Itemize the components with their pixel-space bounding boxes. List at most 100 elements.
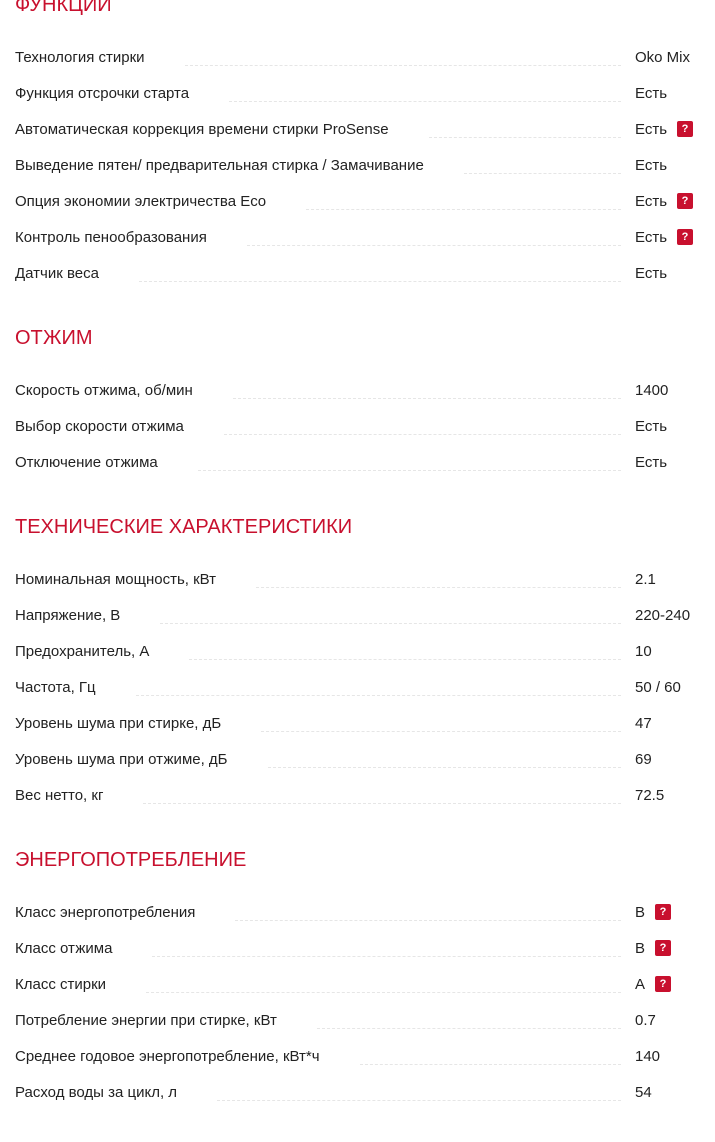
dotted-leader — [235, 919, 621, 921]
dotted-leader — [306, 208, 621, 210]
spec-row: Выбор скорости отжима Есть — [15, 408, 705, 444]
spec-value-cell: 0.7 — [635, 1012, 705, 1029]
spec-value-cell: 1400 — [635, 382, 705, 399]
spec-row: Расход воды за цикл, л 54 — [15, 1074, 705, 1110]
spec-row: Частота, Гц 50 / 60 — [15, 669, 705, 705]
spec-value-cell: Есть ? — [635, 193, 705, 210]
spec-label: Отключение отжима — [15, 453, 158, 471]
section-title: ЭНЕРГОПОТРЕБЛЕНИЕ — [15, 849, 247, 871]
spec-row: Отключение отжима Есть — [15, 444, 705, 480]
dotted-leader — [152, 955, 621, 957]
spec-label: Технология стирки — [15, 48, 145, 66]
dotted-leader — [160, 622, 621, 624]
dotted-leader — [246, 244, 621, 246]
spec-value: 220-240 — [635, 606, 691, 624]
spec-row: Вес нетто, кг 72.5 — [15, 777, 705, 813]
dotted-leader — [428, 136, 621, 138]
spec-value: A — [635, 975, 646, 993]
spec-value: Есть — [635, 417, 668, 435]
spec-label: Опция экономии электричества Eco — [15, 192, 267, 210]
question-mark-icon[interactable]: ? — [677, 229, 694, 245]
question-mark-icon[interactable]: ? — [677, 193, 694, 209]
question-mark-icon[interactable]: ? — [677, 121, 694, 137]
dotted-leader — [223, 433, 621, 435]
spec-label: Функция отсрочки старта — [15, 84, 190, 102]
spec-row: Датчик веса Есть — [15, 255, 705, 291]
spec-value: 72.5 — [635, 786, 665, 804]
spec-row: Выведение пятен/ предварительная стирка … — [15, 147, 705, 183]
spec-section: ФУНКЦИИ Технология стирки Oko Mix Функци… — [15, 0, 705, 291]
specs-list: ФУНКЦИИ Технология стирки Oko Mix Функци… — [15, 0, 705, 1142]
spec-row: Уровень шума при отжиме, дБ 69 — [15, 741, 705, 777]
dotted-leader — [189, 658, 621, 660]
dotted-leader — [463, 172, 621, 174]
spec-label: Класс отжима — [15, 939, 113, 957]
spec-label: Уровень шума при стирке, дБ — [15, 714, 222, 732]
spec-label: Класс стирки — [15, 975, 107, 993]
spec-value: 0.7 — [635, 1011, 656, 1029]
spec-value: B — [635, 939, 646, 957]
spec-value: 10 — [635, 642, 652, 660]
spec-row: Технология стирки Oko Mix — [15, 39, 705, 75]
spec-row: Скорость отжима, об/мин 1400 — [15, 372, 705, 408]
spec-row: Номинальная мощность, кВт 2.1 — [15, 561, 705, 597]
spec-value-cell: 69 — [635, 751, 705, 768]
dotted-leader — [359, 1063, 621, 1065]
spec-row: Функция отсрочки старта Есть — [15, 75, 705, 111]
spec-value: 50 / 60 — [635, 678, 681, 696]
spec-value-cell: 220-240 — [635, 607, 705, 624]
spec-label: Номинальная мощность, кВт — [15, 570, 217, 588]
question-mark-icon[interactable]: ? — [655, 904, 672, 920]
spec-row: Класс отжима B ? — [15, 930, 705, 966]
spec-value-cell: Есть — [635, 418, 705, 435]
spec-label: Частота, Гц — [15, 678, 96, 696]
dotted-leader — [135, 694, 621, 696]
spec-value: Есть — [635, 84, 668, 102]
spec-value: Есть — [635, 264, 668, 282]
dotted-leader — [316, 1027, 621, 1029]
spec-label: Вес нетто, кг — [15, 786, 104, 804]
dotted-leader — [197, 469, 621, 471]
question-mark-icon[interactable]: ? — [655, 940, 672, 956]
spec-value: Есть — [635, 120, 668, 138]
spec-label: Потребление энергии при стирке, кВт — [15, 1011, 277, 1029]
spec-label: Уровень шума при отжиме, дБ — [15, 750, 228, 768]
spec-label: Среднее годовое энергопотребление, кВт*ч — [15, 1047, 320, 1065]
spec-label: Скорость отжима, об/мин — [15, 381, 193, 399]
spec-label: Выбор скорости отжима — [15, 417, 184, 435]
question-mark-icon[interactable]: ? — [655, 976, 672, 992]
spec-section: ТЕХНИЧЕСКИЕ ХАРАКТЕРИСТИКИ Номинальная м… — [15, 512, 705, 813]
spec-row: Класс энергопотребления B ? — [15, 894, 705, 930]
dotted-leader — [184, 64, 621, 66]
spec-value-cell: A ? — [635, 976, 705, 993]
spec-label: Напряжение, В — [15, 606, 121, 624]
spec-row: Контроль пенообразования Есть ? — [15, 219, 705, 255]
spec-value-cell: Есть ? — [635, 229, 705, 246]
spec-row: Автоматическая коррекция времени стирки … — [15, 111, 705, 147]
spec-value-cell: Есть — [635, 157, 705, 174]
spec-value: 1400 — [635, 381, 669, 399]
spec-value: Есть — [635, 228, 668, 246]
spec-value: Есть — [635, 156, 668, 174]
dotted-leader — [229, 100, 621, 102]
spec-row: Среднее годовое энергопотребление, кВт*ч… — [15, 1038, 705, 1074]
dotted-leader — [146, 991, 621, 993]
spec-label: Датчик веса — [15, 264, 99, 282]
spec-value: B — [635, 903, 646, 921]
section-title: ОТЖИМ — [15, 327, 93, 349]
spec-label: Автоматическая коррекция времени стирки … — [15, 120, 389, 138]
spec-value: 69 — [635, 750, 652, 768]
spec-value: Есть — [635, 453, 668, 471]
section-title: ФУНКЦИИ — [15, 0, 112, 16]
spec-value: 47 — [635, 714, 652, 732]
spec-row: Класс стирки A ? — [15, 966, 705, 1002]
dotted-leader — [261, 730, 621, 732]
spec-value-cell: Oko Mix — [635, 49, 705, 66]
spec-label: Выведение пятен/ предварительная стирка … — [15, 156, 424, 174]
dotted-leader — [143, 802, 621, 804]
spec-value: 2.1 — [635, 570, 656, 588]
spec-value-cell: B ? — [635, 940, 705, 957]
spec-value-cell: Есть — [635, 265, 705, 282]
spec-value-cell: 140 — [635, 1048, 705, 1065]
spec-value-cell: 10 — [635, 643, 705, 660]
